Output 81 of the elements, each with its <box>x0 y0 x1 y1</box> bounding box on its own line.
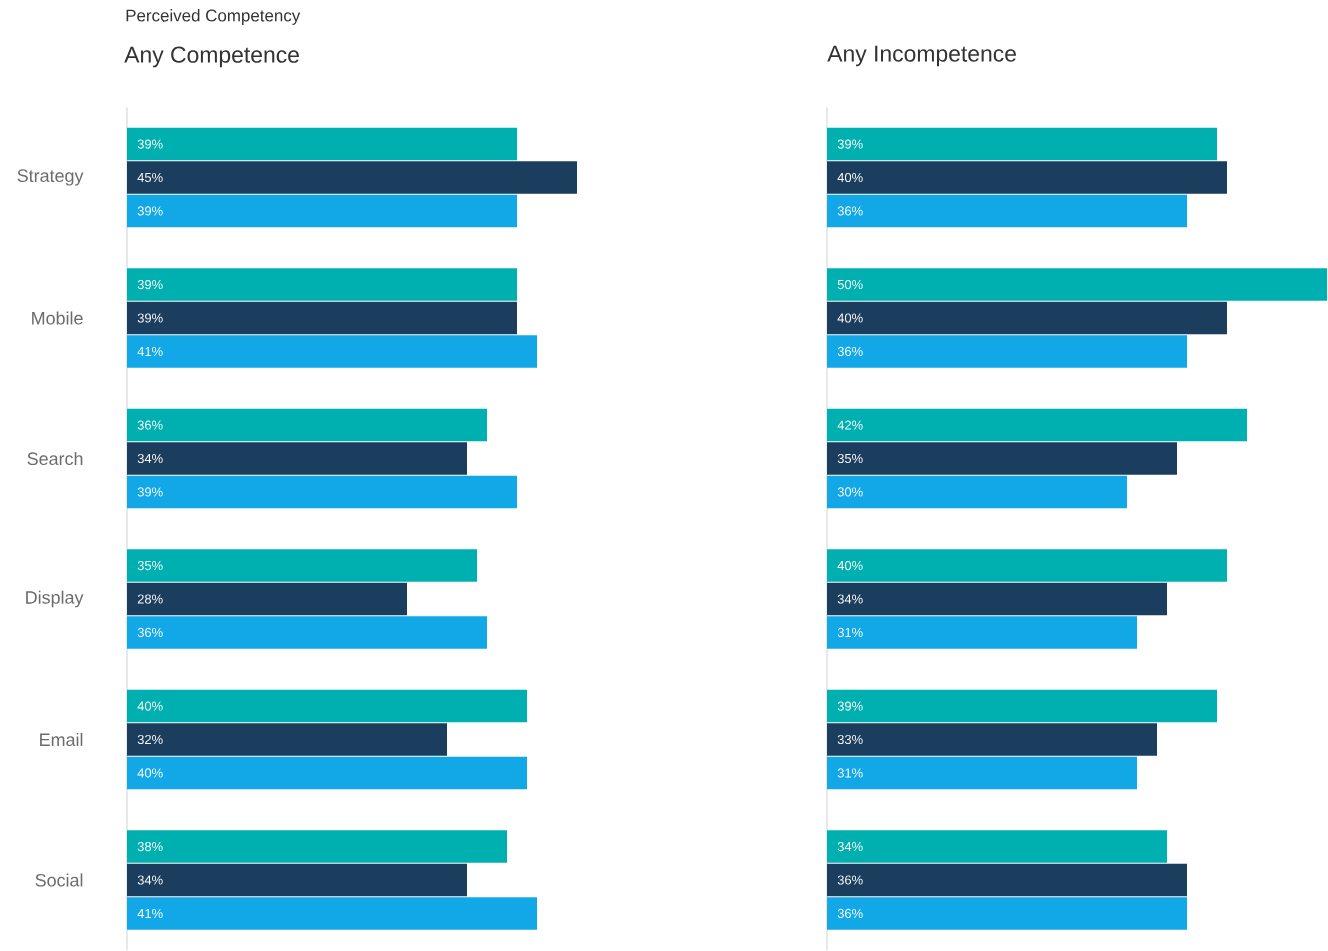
data-label: 39% <box>137 139 163 149</box>
data-label: 31% <box>837 768 863 778</box>
bar <box>127 863 468 897</box>
bar <box>827 549 1228 582</box>
data-label: 36% <box>137 420 163 430</box>
bar <box>827 689 1218 723</box>
bar <box>127 475 518 509</box>
data-label: 39% <box>137 313 163 323</box>
bar <box>827 830 1168 863</box>
data-label: 38% <box>137 842 163 852</box>
bar <box>827 301 1228 335</box>
bar <box>827 408 1248 442</box>
data-label: 31% <box>837 627 863 638</box>
bar <box>827 127 1218 161</box>
bar <box>127 830 508 863</box>
data-label: 28% <box>137 594 163 604</box>
data-label: 50% <box>837 280 863 290</box>
chart-subtitle: Any Competence <box>124 46 299 68</box>
y-tick-label: Social <box>35 873 83 887</box>
bar <box>827 268 1328 301</box>
data-label: 40% <box>837 561 863 571</box>
data-label: 39% <box>837 139 863 149</box>
bar <box>827 194 1188 228</box>
data-label: 36% <box>137 627 163 638</box>
data-label: 40% <box>837 172 863 183</box>
data-label: 40% <box>137 768 163 778</box>
bar <box>127 335 538 368</box>
bar <box>827 863 1188 897</box>
bar <box>127 442 468 475</box>
bar <box>127 723 448 756</box>
bar <box>127 897 538 930</box>
bar <box>827 335 1188 368</box>
data-label: 40% <box>137 701 163 711</box>
y-tick-label: Display <box>26 590 84 608</box>
bar <box>827 756 1138 790</box>
data-label: 34% <box>837 842 863 852</box>
bar <box>127 582 408 616</box>
data-label: 35% <box>137 561 163 571</box>
data-label: 36% <box>837 206 863 216</box>
data-label: 34% <box>137 875 163 885</box>
bar <box>127 268 518 301</box>
bar <box>827 475 1128 509</box>
data-label: 39% <box>837 701 863 711</box>
bar <box>127 194 518 228</box>
data-label: 35% <box>837 453 863 464</box>
chart-title: Perceived Competency <box>126 9 301 25</box>
data-label: 40% <box>837 313 863 323</box>
bar <box>127 756 528 790</box>
bar <box>827 616 1138 649</box>
y-tick-label: Search <box>27 451 83 466</box>
bar <box>127 689 528 723</box>
y-tick-label: Strategy <box>17 169 84 186</box>
bar <box>827 442 1178 475</box>
data-label: 42% <box>837 420 863 430</box>
data-label: 32% <box>137 734 163 745</box>
bar <box>827 723 1158 756</box>
data-label: 34% <box>137 453 163 464</box>
bar <box>127 127 518 161</box>
bar <box>127 549 478 582</box>
data-label: 36% <box>837 875 863 885</box>
y-tick-label: Mobile <box>32 311 83 325</box>
bar <box>827 582 1168 616</box>
bar <box>827 897 1188 930</box>
bar <box>127 301 518 335</box>
bar <box>127 161 578 194</box>
bar <box>127 616 488 649</box>
bar <box>827 161 1228 194</box>
data-label: 45% <box>137 173 163 183</box>
data-label: 36% <box>837 346 863 357</box>
data-label: 39% <box>137 206 163 216</box>
data-label: 34% <box>837 594 863 604</box>
data-label: 39% <box>137 487 163 497</box>
chart-title: Any Incompetence <box>827 45 1016 67</box>
data-label: 33% <box>837 734 863 745</box>
data-label: 30% <box>837 487 863 497</box>
data-label: 41% <box>137 908 163 919</box>
data-label: 39% <box>137 280 163 290</box>
data-label: 41% <box>137 346 163 357</box>
data-label: 36% <box>837 908 863 919</box>
y-tick-label: Email <box>40 732 83 747</box>
bar <box>127 408 488 442</box>
